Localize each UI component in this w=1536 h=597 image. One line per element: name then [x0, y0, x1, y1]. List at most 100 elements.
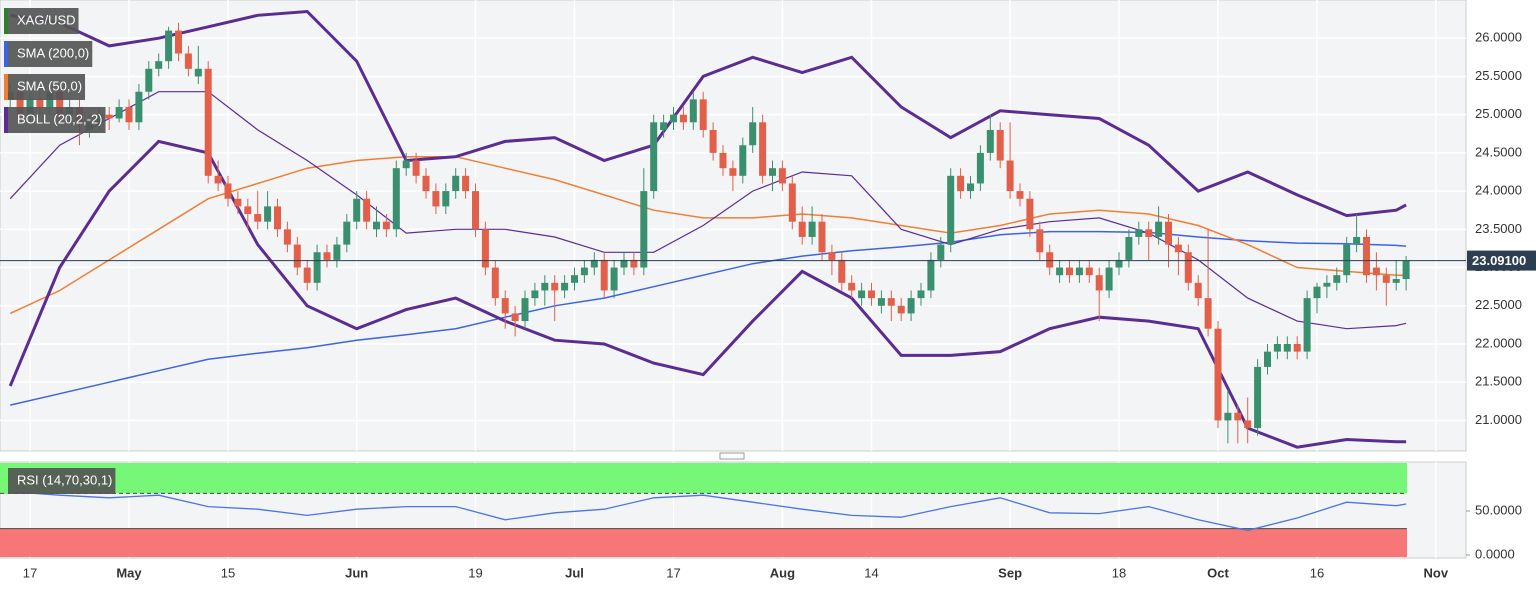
- candle-body: [759, 122, 767, 176]
- candle-body: [1343, 244, 1351, 276]
- candle-body: [986, 129, 994, 153]
- candle-body: [937, 244, 945, 260]
- candle-body: [1224, 412, 1232, 421]
- sma-line: [10, 230, 1407, 406]
- candle-body: [204, 68, 212, 176]
- candle-body: [739, 145, 747, 176]
- y-tick-label: 22.0000: [1475, 335, 1522, 350]
- candle-body: [640, 191, 648, 268]
- candle-body: [1135, 229, 1143, 237]
- resize-handle[interactable]: [719, 452, 745, 460]
- candle-body: [541, 282, 549, 291]
- x-tick-label: 14: [864, 565, 878, 580]
- candle-body: [1363, 236, 1370, 276]
- candle-body: [551, 282, 559, 291]
- candle-body: [1155, 221, 1163, 237]
- x-tick-label: Nov: [1424, 565, 1449, 580]
- candle-body: [1066, 267, 1073, 276]
- y-tick-label: 0.0000: [1475, 546, 1515, 561]
- candle-body: [1293, 343, 1301, 352]
- candle-body: [422, 175, 430, 192]
- legend-label: SMA (50,0): [17, 78, 82, 93]
- candle-body: [709, 129, 717, 153]
- candle-body: [1273, 343, 1281, 352]
- legend-badge: [4, 468, 116, 494]
- candle-body: [353, 198, 361, 222]
- candle-body: [442, 191, 450, 207]
- candle-body: [382, 221, 390, 230]
- candle-body: [670, 114, 677, 123]
- last-price-tag: [1467, 250, 1536, 271]
- y-tick-label: 25.0000: [1475, 106, 1522, 121]
- legend-swatch: [4, 107, 8, 133]
- candle-body: [402, 160, 410, 169]
- candle-body: [1333, 275, 1341, 283]
- candle-body: [1165, 221, 1172, 245]
- y-tick-label: 26.0000: [1475, 30, 1522, 45]
- legend-badge: [4, 74, 86, 100]
- x-tick-label: 16: [1310, 565, 1324, 580]
- candle-body: [16, 91, 24, 115]
- x-tick-label: Jun: [345, 565, 368, 580]
- x-tick-label: May: [116, 565, 142, 580]
- candle-body: [947, 175, 955, 245]
- oversold-band: [0, 528, 1407, 557]
- candle-body: [976, 152, 984, 184]
- candle-body: [1214, 328, 1222, 421]
- x-tick-label: 15: [221, 565, 235, 580]
- candle-body: [1392, 279, 1400, 283]
- candle-body: [996, 129, 1004, 161]
- legend-label: BOLL (20,2,-2): [17, 111, 103, 126]
- candle-body: [917, 290, 925, 299]
- candle-body: [1184, 252, 1192, 283]
- candle-body: [1174, 244, 1182, 253]
- candle-body: [868, 290, 875, 299]
- candle-body: [630, 259, 638, 268]
- candle-body: [650, 122, 658, 192]
- y-tick-label: 24.0000: [1475, 183, 1522, 198]
- candle-body: [1036, 229, 1044, 253]
- candle-body: [184, 53, 192, 69]
- candle-body: [125, 107, 133, 123]
- legend-badge: [4, 41, 93, 67]
- candle-body: [1264, 351, 1271, 367]
- candle-body: [333, 244, 341, 260]
- candle-body: [660, 122, 668, 130]
- candle-body: [472, 191, 479, 230]
- candle-body: [531, 290, 539, 299]
- candle-body: [1303, 298, 1311, 352]
- legend-swatch: [4, 74, 8, 100]
- candle-body: [214, 175, 222, 184]
- candle-body: [798, 221, 806, 237]
- candle-body: [788, 183, 796, 222]
- candle-body: [224, 183, 232, 199]
- candle-body: [808, 221, 816, 237]
- candle-body: [897, 305, 905, 314]
- candle-body: [1105, 267, 1113, 291]
- candle-body: [1194, 282, 1202, 299]
- candle-body: [244, 206, 252, 215]
- candle-body: [600, 259, 608, 291]
- candle-body: [175, 30, 182, 54]
- legend-label: SMA (200,0): [17, 45, 89, 60]
- candle-body: [1125, 236, 1133, 260]
- candle-body: [1026, 198, 1034, 230]
- candle-body: [501, 298, 509, 314]
- candle-body: [610, 267, 618, 291]
- legend-swatch: [4, 41, 8, 67]
- y-tick-label: 21.0000: [1475, 412, 1522, 427]
- candle-body: [1323, 282, 1331, 287]
- x-tick-label: Aug: [770, 565, 795, 580]
- candle-body: [1145, 229, 1153, 237]
- y-tick-label: 50.0000: [1475, 502, 1522, 517]
- candle-body: [620, 259, 628, 268]
- candle-body: [343, 221, 351, 245]
- candle-body: [511, 313, 519, 322]
- candle-body: [1095, 275, 1103, 291]
- candle-body: [254, 214, 262, 222]
- x-tick-label: 19: [468, 565, 482, 580]
- x-tick-label: 17: [666, 565, 680, 580]
- y-tick-label: 24.5000: [1475, 144, 1522, 159]
- candle-body: [1115, 259, 1123, 268]
